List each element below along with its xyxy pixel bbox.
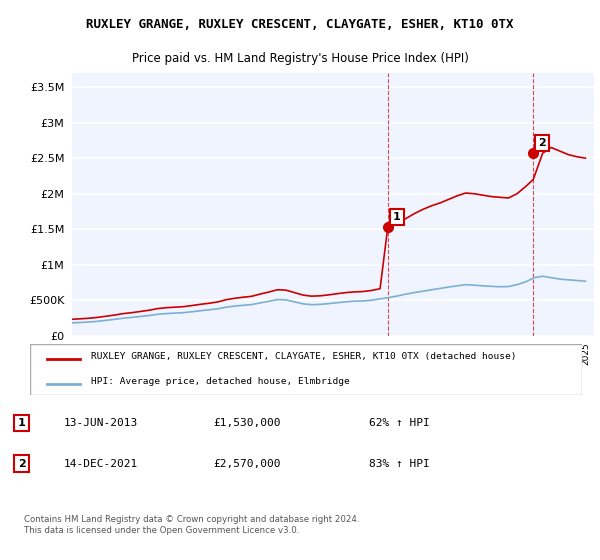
Text: 62% ↑ HPI: 62% ↑ HPI: [369, 418, 430, 428]
Text: 2: 2: [538, 138, 546, 148]
Text: £2,570,000: £2,570,000: [214, 459, 281, 469]
Text: RUXLEY GRANGE, RUXLEY CRESCENT, CLAYGATE, ESHER, KT10 0TX: RUXLEY GRANGE, RUXLEY CRESCENT, CLAYGATE…: [86, 18, 514, 31]
Text: 2: 2: [18, 459, 26, 469]
Text: HPI: Average price, detached house, Elmbridge: HPI: Average price, detached house, Elmb…: [91, 377, 349, 386]
Text: 83% ↑ HPI: 83% ↑ HPI: [369, 459, 430, 469]
Text: 1: 1: [18, 418, 26, 428]
Text: RUXLEY GRANGE, RUXLEY CRESCENT, CLAYGATE, ESHER, KT10 0TX (detached house): RUXLEY GRANGE, RUXLEY CRESCENT, CLAYGATE…: [91, 352, 516, 361]
Text: 13-JUN-2013: 13-JUN-2013: [64, 418, 138, 428]
Text: 1: 1: [393, 212, 401, 222]
FancyBboxPatch shape: [30, 344, 582, 395]
Text: £1,530,000: £1,530,000: [214, 418, 281, 428]
Text: Contains HM Land Registry data © Crown copyright and database right 2024.
This d: Contains HM Land Registry data © Crown c…: [23, 515, 359, 535]
Text: Price paid vs. HM Land Registry's House Price Index (HPI): Price paid vs. HM Land Registry's House …: [131, 53, 469, 66]
Text: 14-DEC-2021: 14-DEC-2021: [64, 459, 138, 469]
